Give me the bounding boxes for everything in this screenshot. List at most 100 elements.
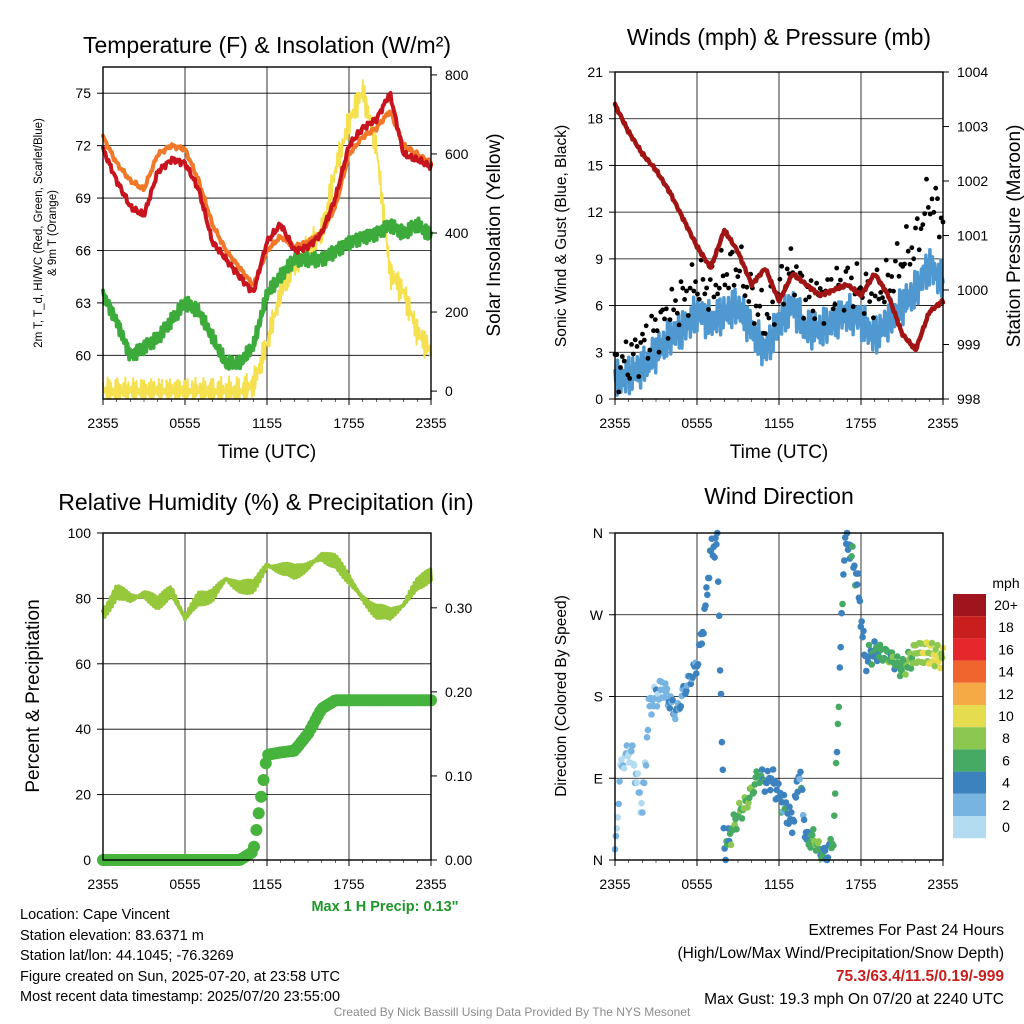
gust-point xyxy=(667,317,673,322)
y-tick-label: 100 xyxy=(68,525,92,541)
wind-direction-point xyxy=(727,841,735,849)
wind-direction-point xyxy=(858,618,865,625)
relative-humidity-line xyxy=(101,551,433,622)
gust-point xyxy=(858,285,863,290)
legend-swatch xyxy=(953,816,986,839)
gust-point xyxy=(927,211,933,217)
gust-point xyxy=(883,257,889,263)
wind-direction-point xyxy=(703,584,710,591)
gust-point xyxy=(922,211,928,217)
wind-direction-point xyxy=(672,715,679,723)
legend-label: 8 xyxy=(1002,730,1010,746)
x-tick-label: 2355 xyxy=(927,415,958,431)
legend-swatch xyxy=(953,771,986,794)
x-axis-label: Time (UTC) xyxy=(730,442,829,463)
wind-direction-point xyxy=(797,768,804,776)
gust-point xyxy=(834,265,840,271)
wind-direction-point xyxy=(638,799,645,807)
legend-label: 12 xyxy=(998,686,1014,702)
wind-direction-point xyxy=(612,832,620,840)
gust-point xyxy=(662,316,667,322)
y-right-tick-label: 400 xyxy=(445,225,469,241)
wind-direction-point xyxy=(837,643,844,651)
y-right-tick-label: 1000 xyxy=(957,282,988,298)
gust-point xyxy=(619,354,625,359)
wind-direction-point xyxy=(851,562,858,569)
wind-direction-point xyxy=(736,799,743,807)
gust-point xyxy=(630,351,636,357)
x-tick-label: 2355 xyxy=(87,415,118,431)
y-right-tick-label: 0.20 xyxy=(445,684,472,700)
wind-direction-point xyxy=(767,786,774,794)
wind-direction-point xyxy=(683,687,690,695)
chart-title: Wind Direction xyxy=(704,483,854,509)
y-right-tick-label: 1001 xyxy=(957,228,988,244)
y-axis-label: Direction (Colored By Speed) xyxy=(553,595,570,797)
station-info: Location: Cape Vincent Station elevation… xyxy=(20,905,340,1008)
legend-label: 18 xyxy=(998,619,1014,635)
gust-point xyxy=(636,374,642,379)
gust-point xyxy=(925,205,931,210)
wind-direction-point xyxy=(712,534,719,542)
y-tick-label: 72 xyxy=(75,138,91,154)
gust-point xyxy=(867,299,873,304)
gust-point xyxy=(623,339,629,345)
wind-direction-point xyxy=(615,800,622,808)
dewpoint-line xyxy=(101,216,433,371)
gust-point xyxy=(766,315,772,321)
wind-direction-point xyxy=(738,815,746,822)
gust-point xyxy=(739,244,744,250)
wind-direction-point xyxy=(833,748,841,756)
wind-direction-point xyxy=(859,633,866,641)
gust-point xyxy=(814,280,819,286)
wind-direction-point xyxy=(836,664,844,671)
wind-direction-point xyxy=(824,854,832,861)
gust-point xyxy=(817,286,823,291)
y-tick-label: 12 xyxy=(587,204,603,220)
gust-point xyxy=(737,268,742,274)
gust-point xyxy=(784,266,790,272)
wind-direction-point xyxy=(663,685,671,693)
y-tick-label: 6 xyxy=(595,298,603,314)
y-tick-label: 63 xyxy=(75,295,91,311)
gust-point xyxy=(893,258,898,264)
wind-direction-point xyxy=(711,554,718,561)
gust-point xyxy=(843,269,849,274)
gust-point xyxy=(687,285,693,291)
gust-point xyxy=(779,263,785,269)
gust-point xyxy=(828,277,834,282)
y-axis-label: Percent & Precipitation xyxy=(23,599,44,792)
x-tick-label: 2355 xyxy=(415,415,446,431)
gust-point xyxy=(885,272,891,278)
gust-point xyxy=(735,274,741,279)
gust-point xyxy=(854,261,860,266)
wind-direction-point xyxy=(799,786,806,793)
wind-direction-point xyxy=(780,791,788,799)
gust-point xyxy=(777,276,783,282)
wind-direction-point xyxy=(653,703,661,710)
x-tick-label: 1755 xyxy=(845,876,876,892)
gust-point xyxy=(874,267,880,273)
gust-point xyxy=(718,247,724,253)
y-tick-label: 40 xyxy=(75,721,91,737)
legend-label: 16 xyxy=(998,641,1014,657)
wind-direction-point xyxy=(871,638,878,645)
y-tick-label: S xyxy=(594,689,603,705)
plot-border xyxy=(614,532,944,861)
wind-direction-point xyxy=(928,639,936,647)
wind-direction-point xyxy=(713,541,720,548)
gust-point xyxy=(715,291,720,297)
wind-direction-point xyxy=(868,661,875,668)
wind-direction-point xyxy=(821,847,829,854)
y-tick-label: 66 xyxy=(75,242,91,258)
y-tick-label: 75 xyxy=(75,85,91,101)
gust-point xyxy=(717,285,722,291)
wind-direction-point xyxy=(643,734,651,741)
legend-label: 6 xyxy=(1002,752,1010,768)
wind-direction-point xyxy=(677,703,685,710)
precip-point xyxy=(250,824,263,836)
gust-point xyxy=(896,273,902,279)
gust-point xyxy=(841,307,847,313)
precip-point xyxy=(257,774,270,786)
